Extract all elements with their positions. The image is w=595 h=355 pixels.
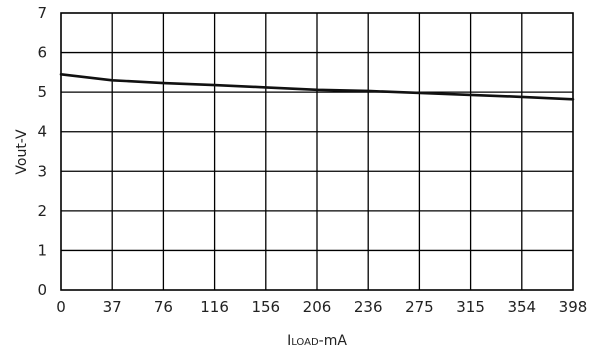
series-line-vout xyxy=(59,73,575,101)
x-axis-label-unit: -mA xyxy=(319,333,348,349)
x-tick-label: 0 xyxy=(56,298,66,316)
x-tick-labels: 0 37 76 116 156 206 236 275 315 354 398 xyxy=(56,298,587,316)
x-tick-label: 398 xyxy=(559,298,588,316)
y-tick-labels: 0 1 2 3 4 5 6 7 xyxy=(37,4,47,299)
grid-lines xyxy=(61,13,573,290)
y-tick-label: 4 xyxy=(37,123,47,141)
x-tick-label: 37 xyxy=(103,298,122,316)
x-tick-label: 315 xyxy=(456,298,485,316)
y-tick-label: 3 xyxy=(37,162,47,180)
x-axis-label: ILOAD-mA xyxy=(287,333,347,349)
y-tick-label: 5 xyxy=(37,83,47,101)
y-axis-label: Vout-V xyxy=(14,129,30,175)
y-tick-label: 6 xyxy=(37,44,47,62)
x-tick-label: 354 xyxy=(507,298,536,316)
y-tick-label: 1 xyxy=(37,241,47,259)
y-tick-label: 7 xyxy=(37,4,47,22)
x-tick-label: 236 xyxy=(354,298,383,316)
x-axis-label-subscript: LOAD xyxy=(291,337,319,348)
plot-frame xyxy=(60,12,574,291)
x-tick-label: 116 xyxy=(200,298,229,316)
x-tick-label: 275 xyxy=(405,298,434,316)
x-tick-label: 156 xyxy=(251,298,280,316)
x-tick-label: 76 xyxy=(154,298,173,316)
y-tick-label: 2 xyxy=(37,202,47,220)
x-tick-label: 206 xyxy=(303,298,332,316)
x-axis-label-main: I xyxy=(287,333,291,349)
y-tick-label: 0 xyxy=(37,281,47,299)
